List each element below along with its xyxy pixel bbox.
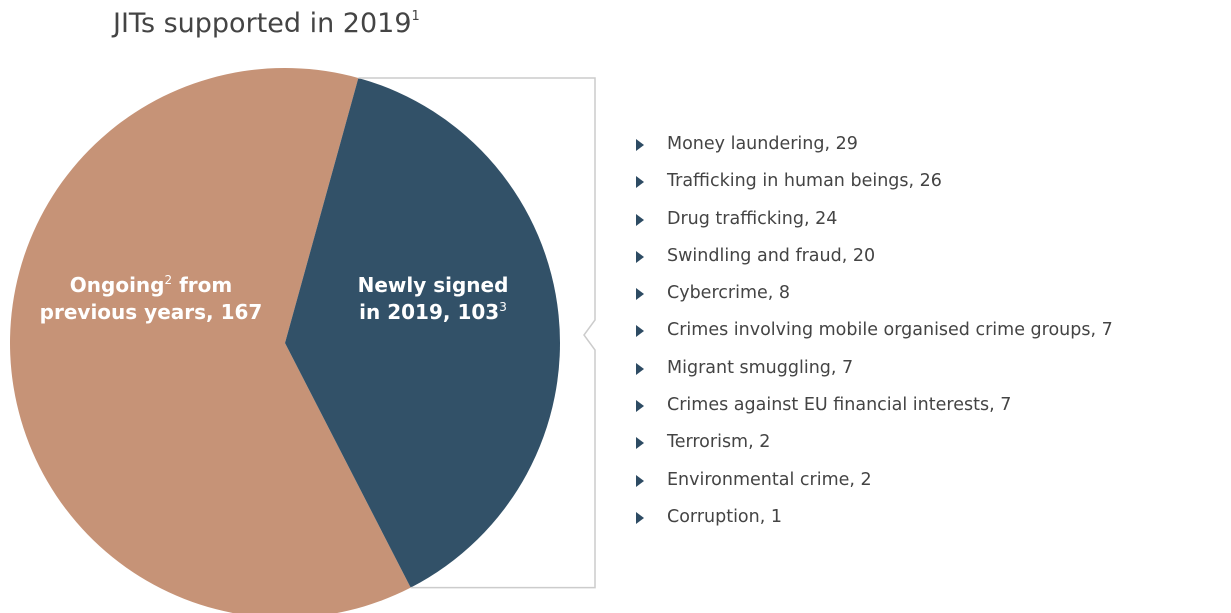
triangle-bullet-icon — [636, 400, 644, 413]
breakdown-label: Crimes against EU financial interests — [667, 395, 990, 416]
breakdown-value: 26 — [919, 171, 942, 192]
new-slice-label: Newly signed in 2019, 1033 — [358, 273, 509, 324]
triangle-bullet-icon — [636, 213, 644, 226]
breakdown-item: Money laundering, 29 — [636, 126, 1113, 163]
breakdown-list: Money laundering, 29 Trafficking in human… — [636, 126, 1113, 536]
pie-slice-new — [285, 77, 560, 588]
breakdown-label: Migrant smuggling — [667, 357, 831, 378]
breakdown-label: Drug trafficking — [667, 208, 804, 229]
triangle-bullet-icon — [636, 288, 644, 301]
breakdown-value: 1 — [770, 506, 783, 527]
triangle-bullet-icon — [636, 250, 644, 263]
breakdown-item: Drug trafficking, 24 — [636, 201, 1113, 238]
ongoing-slice-label: Ongoing2 from previous years, 167 — [40, 273, 263, 324]
breakdown-value: 29 — [835, 134, 858, 154]
triangle-bullet-icon — [636, 362, 644, 375]
breakdown-label: Corruption — [667, 506, 760, 527]
breakdown-item: Migrant smuggling, 7 — [636, 350, 1113, 387]
breakdown-label: Environmental crime — [667, 469, 850, 490]
pie-slice-ongoing — [10, 68, 411, 613]
chart-title-footnote: 1 — [411, 9, 420, 24]
breakdown-item: Crimes against EU financial interests, 7 — [636, 387, 1113, 424]
breakdown-label: Terrorism — [667, 432, 749, 453]
breakdown-value: 7 — [1101, 320, 1113, 341]
breakdown-item: Trafficking in human beings, 26 — [636, 163, 1113, 200]
triangle-bullet-icon — [636, 437, 644, 450]
breakdown-item: Crimes involving mobile organised crime … — [636, 312, 1113, 349]
breakdown-item: Cybercrime, 8 — [636, 275, 1113, 312]
breakdown-label: Swindling and fraud — [667, 245, 842, 266]
breakdown-label: Money laundering — [667, 134, 825, 154]
breakdown-bracket — [358, 77, 596, 589]
triangle-bullet-icon — [636, 474, 644, 487]
breakdown-item: Environmental crime, 2 — [636, 462, 1113, 499]
breakdown-value: 2 — [860, 469, 872, 490]
triangle-bullet-icon — [636, 325, 644, 338]
breakdown-label: Trafficking in human beings — [667, 171, 909, 192]
triangle-bullet-icon — [636, 511, 644, 524]
chart-title: JITs supported in 20191 — [113, 8, 420, 40]
breakdown-value: 7 — [842, 357, 854, 378]
breakdown-value: 2 — [759, 432, 771, 453]
chart-title-text: JITs supported in 2019 — [113, 8, 412, 39]
breakdown-item: Corruption, 1 — [636, 499, 1113, 536]
breakdown-label: Cybercrime — [667, 283, 768, 304]
breakdown-label: Crimes involving mobile organised crime … — [667, 320, 1091, 341]
triangle-bullet-icon — [636, 176, 644, 189]
triangle-bullet-icon — [636, 139, 644, 151]
breakdown-value: 8 — [778, 283, 791, 304]
pie-chart: Ongoing2 from previous years, 167 Newly si… — [10, 68, 596, 613]
breakdown-value: 20 — [852, 245, 876, 266]
breakdown-value: 7 — [1000, 395, 1012, 416]
breakdown-item: Swindling and fraud, 20 — [636, 238, 1113, 275]
breakdown-value: 24 — [815, 208, 838, 229]
breakdown-item: Terrorism, 2 — [636, 424, 1113, 461]
